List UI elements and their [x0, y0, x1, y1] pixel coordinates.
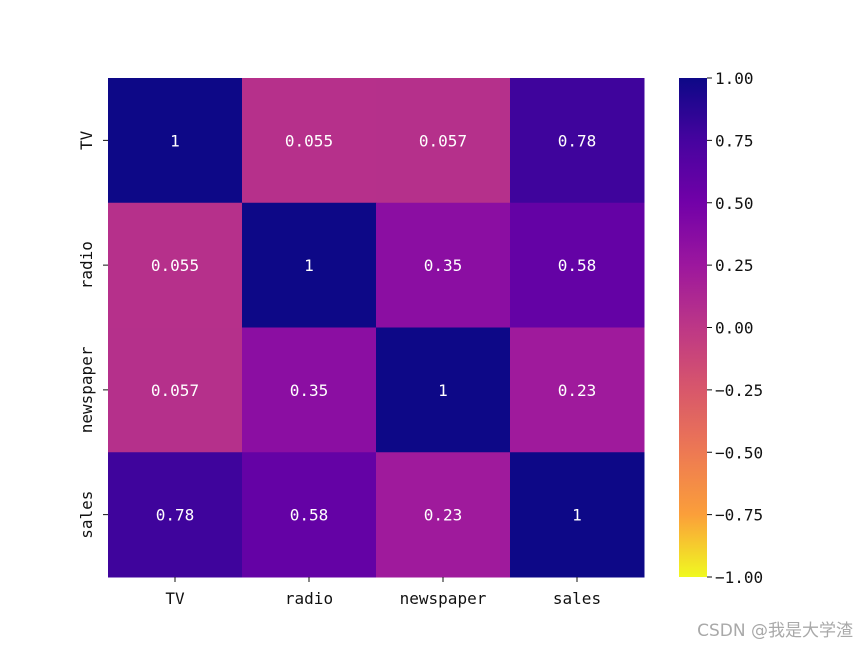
- colorbar-tick-label-6: −0.50: [715, 443, 763, 462]
- colorbar-tick-label-0: 1.00: [715, 69, 754, 88]
- heatmap-cell-TV-newspaper: [376, 78, 511, 204]
- cell-annotation-sales-newspaper: 0.23: [424, 506, 463, 525]
- x-tick-label-sales: sales: [553, 589, 601, 608]
- x-tick-label-TV: TV: [165, 589, 185, 608]
- heatmap-cell-TV-radio: [242, 78, 377, 204]
- colorbar-tick-label-1: 0.75: [715, 131, 754, 150]
- cell-annotation-radio-sales: 0.58: [558, 256, 597, 275]
- colorbar-tick-label-3: 0.25: [715, 256, 754, 275]
- heatmap-cell-sales-radio: [242, 452, 377, 578]
- cell-annotation-TV-newspaper: 0.057: [419, 131, 467, 150]
- cell-annotation-sales-sales: 1: [572, 506, 582, 525]
- heatmap-cell-TV-sales: [510, 78, 645, 204]
- heatmap-cell-sales-TV: [108, 452, 243, 578]
- heatmap-cell-newspaper-sales: [510, 327, 645, 453]
- cell-annotation-newspaper-newspaper: 1: [438, 381, 448, 400]
- y-tick-label-newspaper: newspaper: [77, 346, 96, 433]
- heatmap-cell-radio-radio: [242, 202, 377, 328]
- heatmap-cell-radio-sales: [510, 202, 645, 328]
- watermark: CSDN @我是大学渣: [697, 621, 853, 641]
- colorbar: 1.00 0.75 0.50 0.25 0.00 −0.25 −0.50 −0.75 −1.00: [679, 69, 763, 587]
- colorbar-tick-label-4: 0.00: [715, 319, 754, 338]
- colorbar-tick-label-5: −0.25: [715, 381, 763, 400]
- x-tick-label-radio: radio: [285, 589, 333, 608]
- heatmap-cell-newspaper-TV: [108, 327, 243, 453]
- x-tick-label-newspaper: newspaper: [400, 589, 487, 608]
- colorbar-tick-label-7: −0.75: [715, 506, 763, 525]
- cell-annotation-radio-newspaper: 0.35: [424, 256, 463, 275]
- y-tick-labels: TV radio newspaper sales: [77, 130, 108, 539]
- cell-annotation-newspaper-TV: 0.057: [151, 381, 199, 400]
- y-tick-label-TV: TV: [77, 130, 96, 150]
- cell-annotation-TV-sales: 0.78: [558, 131, 597, 150]
- heatmap-cell-radio-newspaper: [376, 202, 511, 328]
- colorbar-tick-label-2: 0.50: [715, 194, 754, 213]
- y-tick-label-sales: sales: [77, 491, 96, 539]
- heatmap-cell-TV-TV: [108, 78, 243, 204]
- x-tick-labels: TV radio newspaper sales: [165, 577, 601, 608]
- cell-annotation-newspaper-radio: 0.35: [290, 381, 329, 400]
- heatmap-cells: 1 0.055 0.057 0.78 0.055 1 0.35 0.58 0.057 0.35 1 0…: [108, 78, 645, 578]
- cell-annotation-TV-radio: 0.055: [285, 131, 333, 150]
- heatmap-cell-newspaper-radio: [242, 327, 377, 453]
- cell-annotation-TV-TV: 1: [170, 131, 180, 150]
- colorbar-gradient: [679, 78, 707, 577]
- cell-annotation-newspaper-sales: 0.23: [558, 381, 597, 400]
- cell-annotation-radio-radio: 1: [304, 256, 314, 275]
- cell-annotation-sales-TV: 0.78: [156, 506, 195, 525]
- y-tick-label-radio: radio: [77, 241, 96, 289]
- heatmap-cell-sales-sales: [510, 452, 645, 578]
- heatmap-cell-sales-newspaper: [376, 452, 511, 578]
- heatmap-cell-radio-TV: [108, 202, 243, 328]
- heatmap-cell-newspaper-newspaper: [376, 327, 511, 453]
- cell-annotation-sales-radio: 0.58: [290, 506, 329, 525]
- colorbar-tick-label-8: −1.00: [715, 568, 763, 587]
- cell-annotation-radio-TV: 0.055: [151, 256, 199, 275]
